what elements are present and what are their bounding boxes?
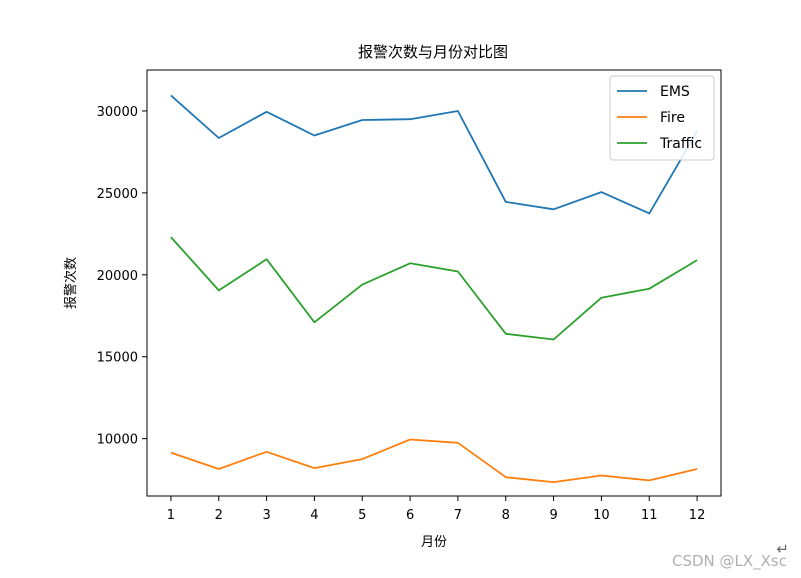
- legend-label-traffic: Traffic: [659, 136, 702, 152]
- y-tick-label: 10000: [97, 433, 138, 448]
- x-tick-label: 1: [167, 508, 175, 523]
- x-axis-label: 月份: [421, 535, 447, 550]
- y-tick-label: 30000: [97, 105, 138, 120]
- y-tick-label: 15000: [97, 351, 138, 366]
- x-tick-label: 12: [689, 508, 706, 523]
- y-tick-label: 20000: [97, 269, 138, 284]
- legend-label-fire: Fire: [660, 110, 685, 126]
- legend-label-ems: EMS: [660, 84, 690, 100]
- x-tick-label: 4: [310, 508, 318, 523]
- legend: EMS Fire Traffic: [609, 75, 715, 161]
- plot-area-frame: [146, 69, 722, 497]
- chart-title: 报警次数与月份对比图: [358, 43, 508, 61]
- x-axis: 1 2 3 4 5 6 7 8 9 10 11 12: [167, 496, 706, 523]
- y-axis: 10000 15000 20000 25000 30000: [97, 105, 147, 448]
- x-tick-label: 9: [549, 508, 557, 523]
- series-lines: [170, 94, 698, 484]
- x-tick-label: 10: [593, 508, 610, 523]
- series-line-fire: [170, 438, 698, 484]
- series-line-ems: [170, 94, 698, 215]
- series-line-traffic: [170, 236, 698, 341]
- y-axis-label: 报警次数: [63, 257, 79, 309]
- return-mark-icon: ↵: [776, 540, 789, 558]
- x-tick-label: 7: [454, 508, 462, 523]
- x-tick-label: 11: [641, 508, 658, 523]
- x-tick-label: 5: [358, 508, 366, 523]
- x-tick-label: 8: [502, 508, 510, 523]
- y-tick-label: 25000: [97, 187, 138, 202]
- x-tick-label: 3: [262, 508, 270, 523]
- watermark: CSDN @LX_Xsc: [671, 552, 787, 570]
- legend-box: [609, 75, 715, 161]
- x-tick-label: 6: [406, 508, 414, 523]
- x-tick-label: 2: [215, 508, 223, 523]
